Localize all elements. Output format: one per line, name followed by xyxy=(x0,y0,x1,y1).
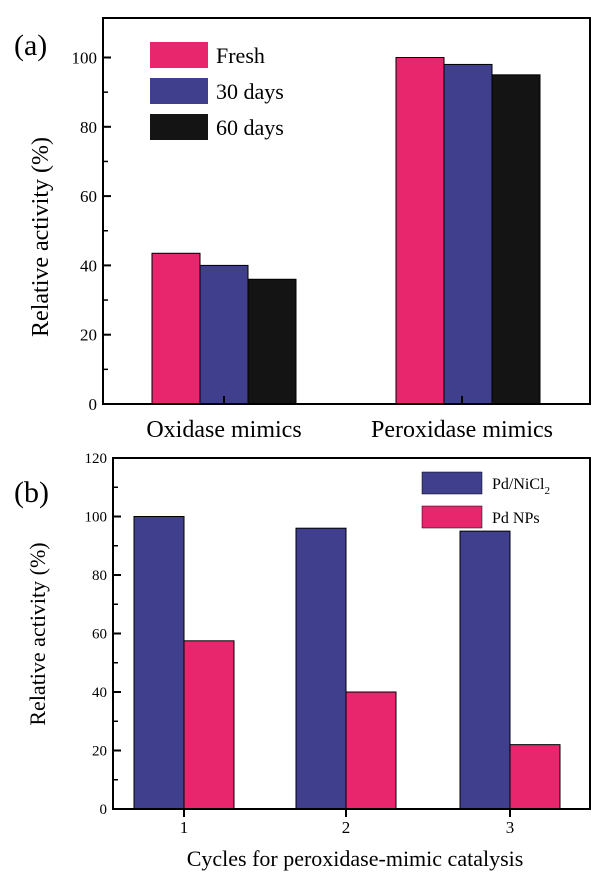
panel-b-legend-label: Pd NPs xyxy=(492,510,540,527)
panel-b-y-tick-label: 20 xyxy=(92,744,107,760)
panel-b-y-tick-label: 100 xyxy=(85,510,108,526)
panel-a-x-categories: Oxidase mimics Peroxidase mimics xyxy=(146,396,553,443)
panel-b-label: (b) xyxy=(14,476,49,509)
panel-b-y-axis-title: Relative activity (%) xyxy=(25,542,50,725)
panel-b-y-ticks: 0 20 40 60 80 100 120 xyxy=(85,451,121,818)
panel-b-x-category-label: 1 xyxy=(180,818,189,837)
panel-b-y-tick-label: 0 xyxy=(100,802,108,818)
panel-a-y-tick-label: 100 xyxy=(72,49,98,68)
panel-b-bar xyxy=(345,691,397,810)
panel-b-x-category-label: 2 xyxy=(342,818,351,837)
panel-a-y-axis-title: Relative activity (%) xyxy=(28,137,54,337)
panel-a-y-tick-label: 40 xyxy=(80,256,97,275)
panel-b-frame xyxy=(112,457,591,810)
panel-a-legend-swatch xyxy=(150,78,208,104)
panel-b-bars xyxy=(133,516,561,810)
panel-b-bar xyxy=(183,640,235,810)
panel-a-legend-label: Fresh xyxy=(216,43,265,68)
chart-panel-a: (a) Relative activity (%) 0 20 40 60 80 100 O… xyxy=(14,17,591,443)
panel-b-x-category-label: 3 xyxy=(506,818,515,837)
panel-a-y-tick-label: 60 xyxy=(80,187,97,206)
panel-a-frame xyxy=(102,17,591,405)
chart-panel-b: (b) Relative activity (%) 02040608010012… xyxy=(14,451,591,871)
panel-b-y-tick-label: 60 xyxy=(92,627,107,643)
panel-b-x-axis-title: Cycles for peroxidase-mimic catalysis xyxy=(187,846,524,871)
panel-b-bar xyxy=(509,744,561,810)
panel-a-legend: Fresh 30 days 60 days xyxy=(150,42,284,140)
panel-a-y-tick-label: 0 xyxy=(89,395,98,414)
panel-b-legend-swatch xyxy=(421,471,483,495)
panel-b-legend-subscript: 2 xyxy=(544,485,550,497)
panel-b-y-tick-label: 120 xyxy=(85,451,108,467)
panel-a-label: (a) xyxy=(14,29,47,62)
panel-a-bar xyxy=(395,57,445,405)
panel-b-legend-label: Pd/NiCl2 xyxy=(492,476,550,497)
panel-a-legend-label: 30 days xyxy=(216,79,284,104)
panel-a-x-category-label: Peroxidase mimics xyxy=(371,417,553,443)
panel-a-y-ticks: 0 20 40 60 80 100 xyxy=(72,49,111,414)
panel-a-bar xyxy=(443,63,493,405)
panel-a-x-category-label: Oxidase mimics xyxy=(146,417,301,443)
panel-b-y-tick-label: 80 xyxy=(92,568,107,584)
panel-a-bar xyxy=(151,252,201,405)
panel-a-legend-label: 60 days xyxy=(216,115,284,140)
panel-a-bar xyxy=(247,278,297,405)
panel-b-legend: Pd/NiCl2 Pd NPs xyxy=(421,471,550,529)
panel-a-legend-swatch xyxy=(150,114,208,140)
panel-b-y-tick-label: 40 xyxy=(92,685,107,701)
panel-b-bar xyxy=(459,530,511,810)
panel-a-y-tick-label: 80 xyxy=(80,118,97,137)
panel-a-bar xyxy=(199,264,249,405)
panel-a-bars xyxy=(151,57,541,405)
panel-b-bar xyxy=(133,516,185,810)
panel-b-bar xyxy=(295,527,347,810)
panel-a-bar xyxy=(491,74,541,405)
panel-b-legend-swatch xyxy=(421,505,483,529)
panel-b-x-categories: 1 2 3 xyxy=(180,809,515,837)
panel-a-y-tick-label: 20 xyxy=(80,326,97,345)
panel-a-legend-swatch xyxy=(150,42,208,68)
